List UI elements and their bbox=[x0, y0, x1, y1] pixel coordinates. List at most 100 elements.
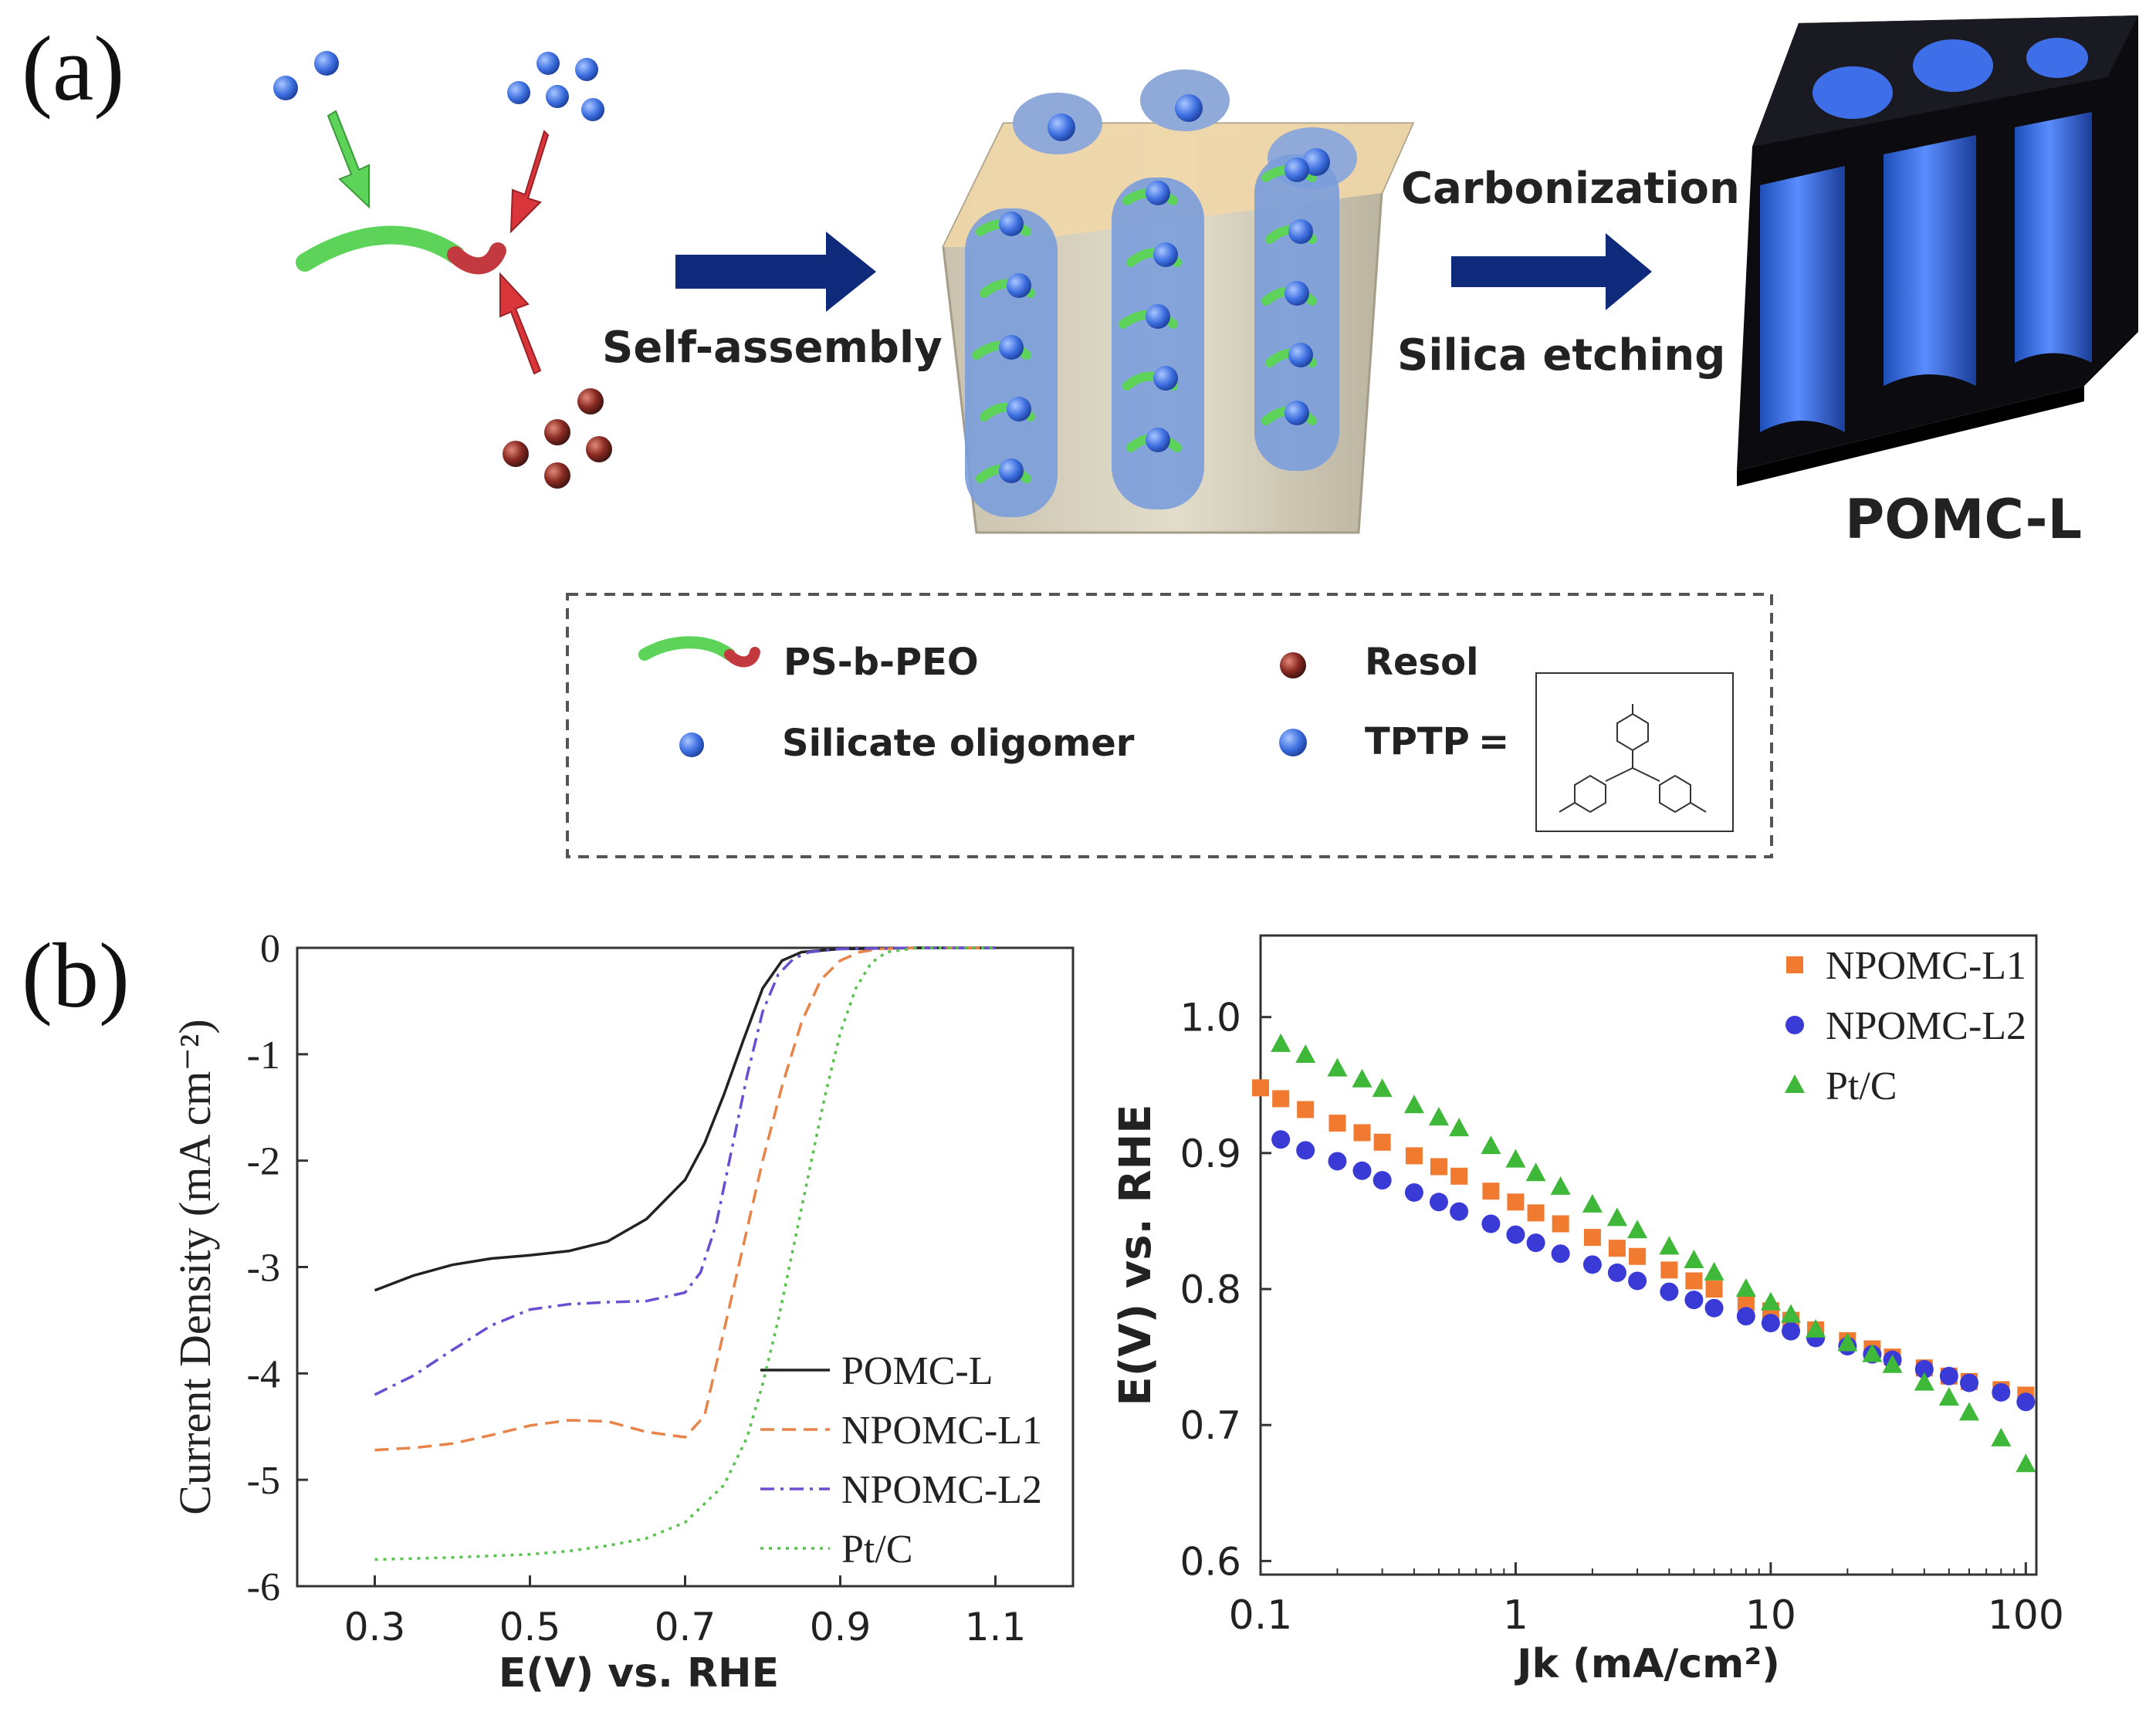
data-point-npomc-l1 bbox=[1430, 1158, 1447, 1176]
data-point-pt-c bbox=[1704, 1261, 1724, 1281]
y-tick-label: -6 bbox=[247, 1565, 280, 1609]
data-point-pt-c bbox=[1959, 1402, 1980, 1421]
x-tick-label: 0.5 bbox=[499, 1605, 561, 1649]
data-point-pt-c bbox=[1938, 1386, 1959, 1406]
data-point-npomc-l1 bbox=[1527, 1204, 1545, 1222]
series-line-npomc-l2 bbox=[374, 946, 996, 1396]
data-point-pt-c bbox=[1760, 1291, 1781, 1311]
data-point-npomc-l2 bbox=[1404, 1182, 1423, 1202]
red-arrow-bottom bbox=[499, 272, 542, 375]
x-tick-label: 0.1 bbox=[1229, 1592, 1293, 1639]
legend-silicate-label: Silicate oligomer bbox=[782, 722, 1135, 765]
data-point-npomc-l2 bbox=[1761, 1314, 1780, 1333]
data-point-npomc-l2 bbox=[1271, 1130, 1291, 1149]
data-point-pt-c bbox=[1991, 1427, 2012, 1446]
data-point-npomc-l1 bbox=[1660, 1261, 1678, 1279]
data-point-npomc-l1 bbox=[1297, 1101, 1315, 1118]
data-point-pt-c bbox=[1428, 1107, 1449, 1126]
data-point-npomc-l2 bbox=[1372, 1171, 1392, 1190]
data-point-npomc-l1 bbox=[1507, 1193, 1525, 1211]
data-point-pt-c bbox=[1352, 1068, 1372, 1088]
legend-silicate-icon bbox=[679, 733, 704, 757]
data-point-pt-c bbox=[2016, 1453, 2036, 1473]
data-point-npomc-l2 bbox=[1960, 1373, 1979, 1392]
y-tick-label: 0.8 bbox=[1180, 1267, 1241, 1312]
data-point-npomc-l2 bbox=[1296, 1141, 1315, 1160]
data-point-pt-c bbox=[1525, 1162, 1546, 1182]
data-point-npomc-l1 bbox=[1629, 1247, 1647, 1265]
data-point-npomc-l2 bbox=[1450, 1202, 1469, 1221]
y-tick-label: 0 bbox=[260, 927, 280, 971]
y-tick-label: 1.0 bbox=[1180, 996, 1241, 1040]
y-tick-label: -5 bbox=[247, 1459, 280, 1503]
data-point-npomc-l2 bbox=[1328, 1152, 1347, 1171]
series-line-pomc-l bbox=[374, 946, 996, 1292]
data-point-npomc-l1 bbox=[1252, 1079, 1269, 1097]
legend-label: POMC-L bbox=[841, 1349, 993, 1393]
data-point-npomc-l2 bbox=[1628, 1271, 1647, 1291]
data-point-pt-c bbox=[1550, 1176, 1571, 1195]
green-arrow bbox=[327, 110, 370, 209]
legend-label: NPOMC-L1 bbox=[841, 1409, 1042, 1453]
data-point-npomc-l2 bbox=[1526, 1233, 1545, 1253]
data-point-pt-c bbox=[1606, 1207, 1627, 1226]
data-point-npomc-l2 bbox=[1939, 1366, 1958, 1386]
tptp-structure-image bbox=[1535, 672, 1734, 832]
data-point-npomc-l1 bbox=[1328, 1115, 1346, 1132]
x-tick-label: 10 bbox=[1745, 1592, 1796, 1639]
x-tick-label: 100 bbox=[1988, 1592, 2064, 1639]
x-tick-label: 0.7 bbox=[655, 1605, 716, 1649]
data-point-npomc-l2 bbox=[1551, 1244, 1570, 1264]
legend-ps-b-peo-label: PS-b-PEO bbox=[784, 641, 979, 684]
legend-marker bbox=[1786, 956, 1803, 973]
data-point-npomc-l2 bbox=[1782, 1321, 1801, 1341]
data-point-npomc-l2 bbox=[1704, 1298, 1724, 1318]
data-point-npomc-l2 bbox=[1660, 1282, 1679, 1301]
data-point-npomc-l2 bbox=[1736, 1307, 1755, 1326]
y-tick-label: 0.6 bbox=[1180, 1539, 1241, 1584]
x-tick-label: 1 bbox=[1503, 1592, 1528, 1639]
carbonization-arrow bbox=[1451, 233, 1652, 310]
legend-label: Pt/C bbox=[1826, 1064, 1897, 1108]
data-point-pt-c bbox=[1582, 1193, 1603, 1213]
silicate-spheres-top-left bbox=[273, 51, 339, 100]
data-point-npomc-l1 bbox=[1450, 1167, 1468, 1185]
y-tick-label: 0.9 bbox=[1180, 1132, 1241, 1176]
self-assembly-arrow bbox=[675, 232, 876, 312]
data-point-pt-c bbox=[1882, 1354, 1903, 1373]
data-point-pt-c bbox=[1862, 1343, 1883, 1362]
data-point-pt-c bbox=[1735, 1278, 1756, 1298]
y-tick-label: -3 bbox=[247, 1247, 280, 1291]
resol-spheres-bottom bbox=[503, 388, 612, 489]
data-point-npomc-l2 bbox=[2016, 1392, 2036, 1412]
series-line-pt-c bbox=[374, 946, 996, 1561]
ps-b-peo-polymer bbox=[296, 225, 465, 272]
y-tick-label: -4 bbox=[247, 1352, 280, 1396]
panel-a-schematic bbox=[273, 15, 2138, 858]
lsv-chart: 0.3 0.5 0.7 0.9 1.1 0 -1 -2 -3 -4 -5 -6 E(V) vs. RHE… bbox=[170, 927, 1075, 1697]
data-point-pt-c bbox=[1781, 1304, 1802, 1323]
tptp-spheres-top-right bbox=[507, 52, 604, 121]
pomc-l-structure bbox=[1737, 15, 2138, 486]
panel-a-label: (a) bbox=[22, 17, 125, 120]
y-axis-label: Current Density (mA cm⁻²) bbox=[170, 1019, 220, 1514]
data-point-npomc-l2 bbox=[1607, 1263, 1626, 1282]
data-point-npomc-l1 bbox=[1405, 1147, 1423, 1165]
data-point-pt-c bbox=[1627, 1220, 1648, 1239]
legend-label: NPOMC-L2 bbox=[841, 1468, 1042, 1512]
legend-tptp-equals: = bbox=[1478, 720, 1510, 763]
series-line-npomc-l1 bbox=[374, 946, 996, 1452]
legend-marker bbox=[1785, 1074, 1805, 1093]
x-tick-label: 0.9 bbox=[810, 1605, 872, 1649]
data-point-npomc-l2 bbox=[1352, 1161, 1372, 1180]
data-point-pt-c bbox=[1684, 1250, 1704, 1269]
data-point-pt-c bbox=[1914, 1372, 1934, 1391]
x-tick-label: 1.1 bbox=[965, 1605, 1027, 1649]
data-point-pt-c bbox=[1327, 1057, 1348, 1077]
data-point-npomc-l1 bbox=[1272, 1090, 1290, 1108]
data-point-npomc-l1 bbox=[1552, 1215, 1569, 1233]
data-point-npomc-l2 bbox=[1506, 1225, 1525, 1244]
data-point-pt-c bbox=[1481, 1135, 1501, 1155]
silica-etching-label: Silica etching bbox=[1397, 330, 1726, 381]
data-point-npomc-l1 bbox=[1705, 1281, 1723, 1298]
